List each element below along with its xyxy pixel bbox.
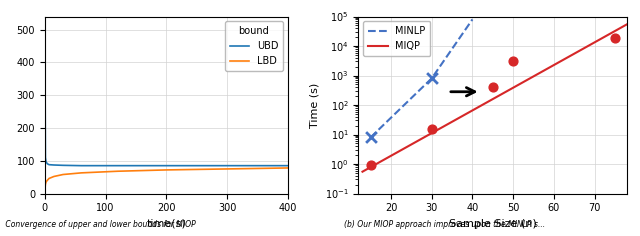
LBD <box>45 177 53 180</box>
LBD <box>77 171 85 174</box>
Line: UBD: UBD <box>45 23 288 166</box>
LBD <box>163 169 170 171</box>
Point <box>365 164 376 167</box>
LBD <box>223 168 231 170</box>
Point <box>427 127 437 131</box>
Legend: UBD, LBD: UBD, LBD <box>225 21 283 71</box>
UBD <box>41 22 49 25</box>
UBD <box>284 164 292 167</box>
UBD <box>163 164 170 167</box>
MINLP <box>428 77 436 80</box>
UBD <box>114 164 122 167</box>
UBD <box>42 160 50 163</box>
Point <box>508 59 518 63</box>
UBD <box>42 156 49 159</box>
MINLP <box>468 18 476 21</box>
LBD <box>42 183 49 186</box>
Point <box>488 85 498 88</box>
UBD <box>44 162 51 165</box>
Y-axis label: Time (s): Time (s) <box>309 82 319 128</box>
LBD <box>284 167 292 169</box>
LBD <box>41 189 49 192</box>
UBD <box>45 163 53 166</box>
X-axis label: time(s): time(s) <box>147 219 186 229</box>
Legend: MINLP, MIQP: MINLP, MIQP <box>364 21 431 56</box>
X-axis label: Sample Size (n): Sample Size (n) <box>449 219 537 229</box>
LBD <box>50 175 58 178</box>
UBD <box>223 164 231 167</box>
Point <box>427 76 437 80</box>
Point <box>365 135 376 139</box>
Text: (b) Our MIOP approach improves upon the MINLP s...: (b) Our MIOP approach improves upon the … <box>344 220 545 229</box>
UBD <box>50 164 58 166</box>
UBD <box>77 164 85 167</box>
Point <box>610 37 620 40</box>
Text: (a)  Convergence of upper and lower bounds for MIOP: (a) Convergence of upper and lower bound… <box>0 220 196 229</box>
LBD <box>60 173 67 176</box>
MINLP <box>367 136 374 139</box>
Line: LBD: LBD <box>45 168 288 190</box>
LBD <box>44 179 51 182</box>
LBD <box>114 170 122 173</box>
Line: MINLP: MINLP <box>371 19 472 137</box>
UBD <box>60 164 67 167</box>
LBD <box>42 181 50 183</box>
